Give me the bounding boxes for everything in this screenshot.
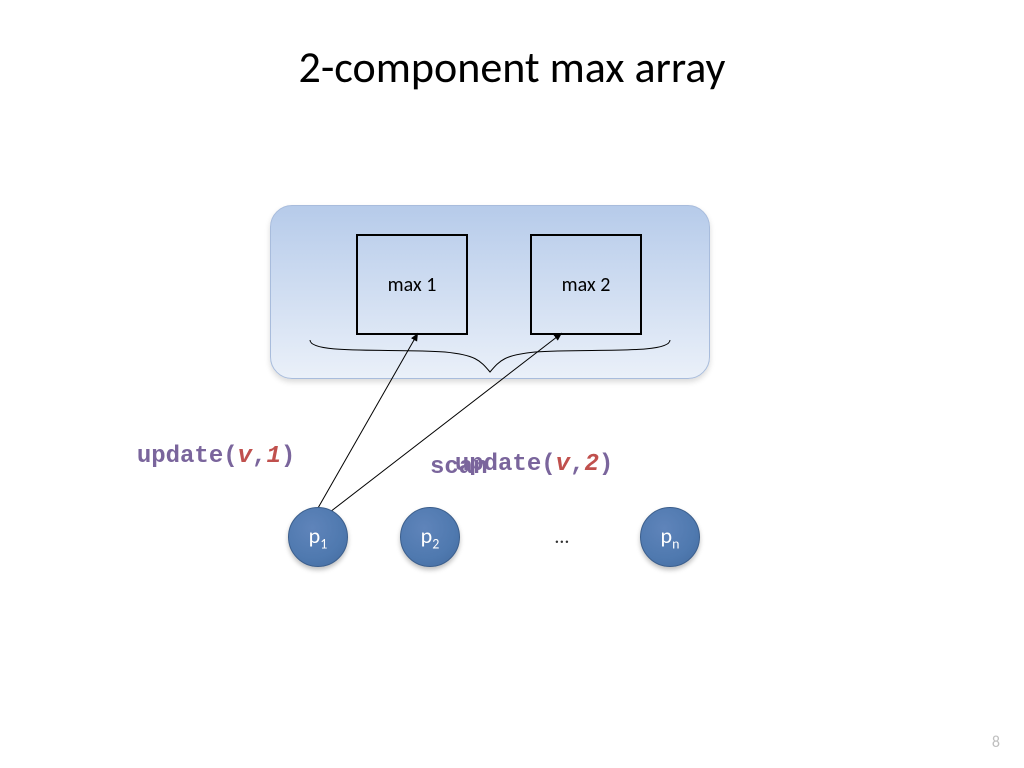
update-2-comma: , (570, 451, 584, 478)
process-p1: p1 (288, 507, 348, 567)
max-box-1-label: max 1 (388, 273, 437, 297)
update-2-close: ) (599, 451, 613, 478)
array-container (270, 205, 710, 379)
update-2-arg2: 2 (584, 451, 598, 478)
update-1-arg1: v (238, 443, 252, 470)
process-pn: pn (640, 507, 700, 567)
process-p2-label: p2 (421, 522, 440, 552)
update-1-close: ) (281, 443, 295, 470)
process-p1-label: p1 (309, 522, 328, 552)
scan-label: scan (430, 454, 488, 481)
update-1-comma: , (252, 443, 266, 470)
slide-title: 2-component max array (0, 40, 1024, 94)
max-box-2: max 2 (530, 234, 642, 335)
process-ellipsis: … (555, 525, 569, 549)
update-1-label: update(v,1) (108, 416, 295, 470)
update-1-arg2: 1 (266, 443, 280, 470)
page-number: 8 (992, 733, 1000, 752)
update-1-fn: update( (137, 443, 238, 470)
diagram-overlay (0, 0, 1024, 768)
max-box-2-label: max 2 (562, 273, 611, 297)
process-p2: p2 (400, 507, 460, 567)
process-pn-label: pn (661, 522, 680, 552)
max-box-1: max 1 (356, 234, 468, 335)
update-2-arg1: v (556, 451, 570, 478)
